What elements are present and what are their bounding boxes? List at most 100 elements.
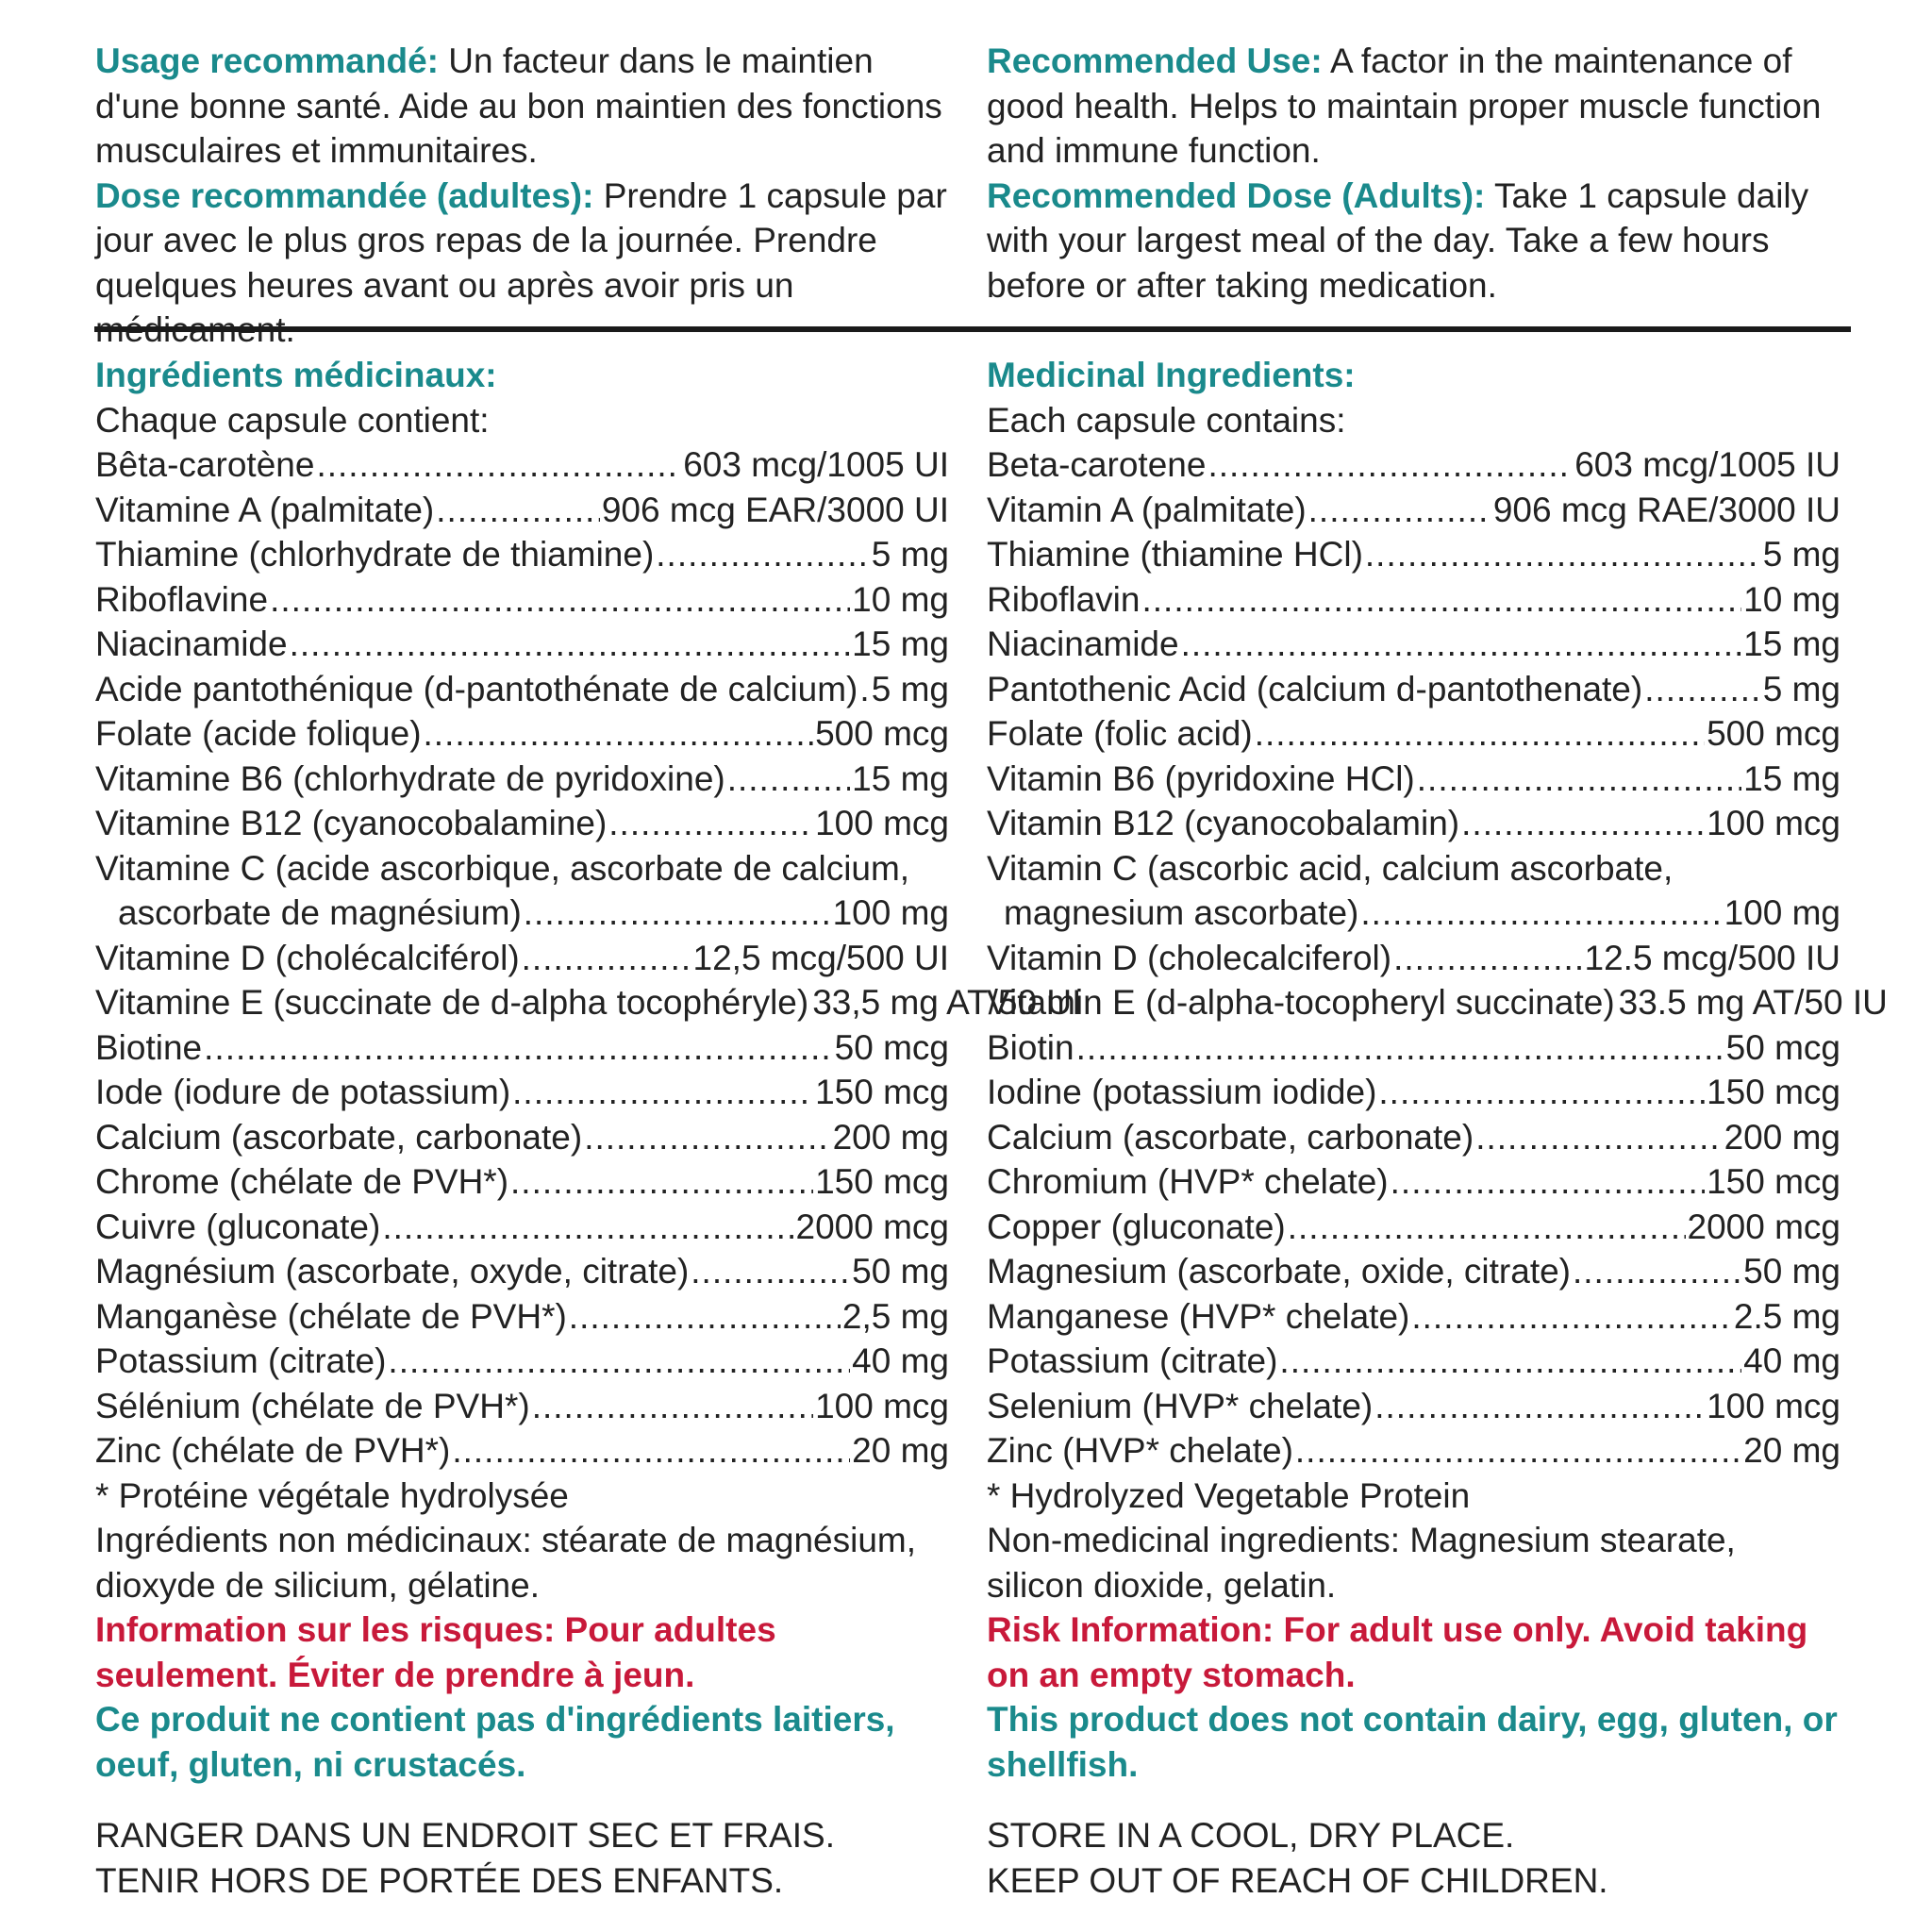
ingredient-amount: 500 mcg xyxy=(1707,714,1840,753)
ingredient-row: Folate (acide folique) 500 mcg xyxy=(95,711,949,757)
ingredient-row: Vitamine D (cholécalciférol) 12,5 mcg/500… xyxy=(95,936,949,981)
ingredient-amount: 50 mcg xyxy=(1725,1027,1840,1067)
ingredient-amount: 906 mcg EAR/3000 UI xyxy=(601,490,949,529)
fr-dose-label: Dose recommandée (adultes): xyxy=(95,175,594,215)
ingredient-row: Beta-carotene 603 mcg/1005 IU xyxy=(987,442,1840,488)
dot-leader xyxy=(316,442,681,488)
dot-leader xyxy=(1374,1384,1705,1429)
dot-leader xyxy=(1360,891,1722,936)
section-divider xyxy=(94,326,1851,332)
ingredient-name: Magnésium (ascorbate, oxyde, citrate) xyxy=(95,1252,690,1291)
ingredient-row: Cuivre (gluconate) 2000 mcg xyxy=(95,1205,949,1250)
en-dose-label: Recommended Dose (Adults): xyxy=(987,175,1486,215)
dot-leader xyxy=(424,711,814,757)
ingredient-amount: 40 mg xyxy=(1743,1341,1840,1380)
ingredient-amount: 2000 mcg xyxy=(1687,1207,1841,1246)
en-risk-information: Risk Information: For adult use only. Av… xyxy=(987,1610,1808,1694)
ingredient-amount: 100 mg xyxy=(832,893,949,932)
dot-leader xyxy=(512,1070,813,1115)
ingredient-row: Thiamine (thiamine HCl) 5 mg xyxy=(987,532,1840,577)
fr-allergen-statement: Ce produit ne contient pas d'ingrédients… xyxy=(95,1700,895,1784)
ingredient-name: Thiamine (thiamine HCl) xyxy=(987,535,1363,574)
ingredient-row: magnesium ascorbate) 100 mg xyxy=(987,891,1840,936)
ingredient-row: Iode (iodure de potassium) 150 mcg xyxy=(95,1070,949,1115)
dot-leader xyxy=(1411,1294,1732,1340)
ingredient-name: Chromium (HVP* chelate) xyxy=(987,1162,1389,1201)
ingredient-name: Iodine (potassium iodide) xyxy=(987,1073,1377,1111)
dot-leader xyxy=(1391,1159,1705,1205)
ingredient-amount: 20 mg xyxy=(1743,1431,1840,1470)
ingredient-name: Riboflavin xyxy=(987,579,1141,619)
ingredient-amount: 50 mg xyxy=(852,1252,949,1291)
ingredient-row: Vitamine B12 (cyanocobalamine) 100 mcg xyxy=(95,801,949,846)
ingredient-name: Potassium (citrate) xyxy=(987,1341,1278,1380)
ingredient-name: Folate (folic acid) xyxy=(987,714,1253,753)
ingredient-name: Vitamin D (cholecalciferol) xyxy=(987,938,1392,977)
ingredient-row: Chromium (HVP* chelate) 150 mcg xyxy=(987,1159,1840,1205)
ingredient-row: Biotine 50 mcg xyxy=(95,1025,949,1071)
ingredient-name: Calcium (ascorbate, carbonate) xyxy=(987,1117,1474,1157)
ingredient-row: Vitamine E (succinate de d-alpha tocophé… xyxy=(95,980,1081,1025)
dot-leader xyxy=(204,1025,833,1071)
dot-leader xyxy=(1208,442,1573,488)
ingredient-name: magnesium ascorbate) xyxy=(1004,893,1359,932)
ingredient-name: Vitamin B6 (pyridoxine HCl) xyxy=(987,758,1415,798)
en-non-medicinal: Non-medicinal ingredients: Magnesium ste… xyxy=(987,1521,1736,1605)
en-storage-section: STORE IN A COOL, DRY PLACE. KEEP OUT OF … xyxy=(987,1813,1840,1903)
fr-dose-paragraph: Dose recommandée (adultes): Prendre 1 ca… xyxy=(95,174,949,353)
en-storage-line2: KEEP OUT OF REACH OF CHILDREN. xyxy=(987,1860,1608,1900)
en-ingredient-list-a: Beta-carotene 603 mcg/1005 IU Vitamin A (p… xyxy=(987,442,1840,846)
fr-each-capsule: Chaque capsule contient: xyxy=(95,400,490,440)
fr-storage-line2: TENIR HORS DE PORTÉE DES ENFANTS. xyxy=(95,1860,784,1900)
ingredient-amount: 15 mg xyxy=(1743,625,1840,663)
dot-leader xyxy=(859,667,869,712)
ingredient-name: Vitamin A (palmitate) xyxy=(987,490,1307,529)
ingredient-amount: 100 mcg xyxy=(1707,1386,1840,1425)
ingredient-name: Calcium (ascorbate, carbonate) xyxy=(95,1117,583,1157)
dot-leader xyxy=(290,622,851,667)
ingredient-name: Vitamine A (palmitate) xyxy=(95,490,435,529)
en-ingredients-section: Medicinal Ingredients: Each capsule cont… xyxy=(987,353,1888,1787)
ingredient-row: Biotin 50 mcg xyxy=(987,1025,1840,1071)
dot-leader xyxy=(1475,1115,1722,1160)
ingredient-amount: 603 mcg/1005 IU xyxy=(1574,445,1840,484)
ingredient-amount: 200 mg xyxy=(832,1117,949,1157)
ingredient-name: Folate (acide folique) xyxy=(95,714,422,753)
ingredient-amount: 20 mg xyxy=(852,1431,949,1470)
dot-leader xyxy=(1141,577,1741,623)
ingredient-name: Selenium (HVP* chelate) xyxy=(987,1386,1374,1425)
dot-leader xyxy=(1279,1339,1741,1384)
dot-leader xyxy=(1255,711,1705,757)
dot-leader xyxy=(524,891,831,936)
ingredient-row: Pantothenic Acid (calcium d-pantothenate… xyxy=(987,667,1840,712)
ingredient-name: Riboflavine xyxy=(95,579,269,619)
dot-leader xyxy=(1295,1428,1741,1474)
ingredient-row: Zinc (HVP* chelate) 20 mg xyxy=(987,1428,1840,1474)
ingredient-row: Manganese (HVP* chelate) 2.5 mg xyxy=(987,1294,1840,1340)
ingredient-name: Bêta-carotène xyxy=(95,445,315,484)
ingredient-amount: 40 mg xyxy=(852,1341,949,1380)
dot-leader xyxy=(522,936,691,981)
fr-ingredients-section: Ingrédients médicinaux: Chaque capsule c… xyxy=(95,353,1081,1787)
en-footnote: * Hydrolyzed Vegetable Protein xyxy=(987,1475,1471,1515)
fr-usage-label: Usage recommandé: xyxy=(95,42,439,80)
ingredient-amount: 2000 mcg xyxy=(795,1207,950,1246)
fr-ingredient-list-a: Bêta-carotène 603 mcg/1005 UI Vitamine A (… xyxy=(95,442,949,846)
dot-leader xyxy=(452,1428,850,1474)
en-dose-text: Take 1 capsule daily with your largest m… xyxy=(987,175,1809,305)
dot-leader xyxy=(656,532,869,577)
en-storage-line1: STORE IN A COOL, DRY PLACE. xyxy=(987,1816,1515,1855)
dot-leader xyxy=(436,488,600,533)
ingredient-row: Bêta-carotène 603 mcg/1005 UI xyxy=(95,442,949,488)
ingredient-row: Niacinamide 15 mg xyxy=(95,622,949,667)
ingredient-name: Thiamine (chlorhydrate de thiamine) xyxy=(95,535,655,574)
en-usage-paragraph: Recommended Use: A factor in the mainten… xyxy=(987,39,1840,174)
ingredient-row: Selenium (HVP* chelate) 100 mcg xyxy=(987,1384,1840,1429)
fr-dose-text: Prendre 1 capsule par jour avec le plus … xyxy=(95,175,947,350)
ingredient-name: Vitamine E (succinate de d-alpha tocophé… xyxy=(95,983,809,1022)
en-usage-dose-section: Recommended Use: A factor in the mainten… xyxy=(987,39,1840,308)
ingredient-row: Thiamine (chlorhydrate de thiamine) 5 mg xyxy=(95,532,949,577)
dot-leader xyxy=(1181,622,1742,667)
ingredient-amount: 5 mg xyxy=(871,669,949,708)
